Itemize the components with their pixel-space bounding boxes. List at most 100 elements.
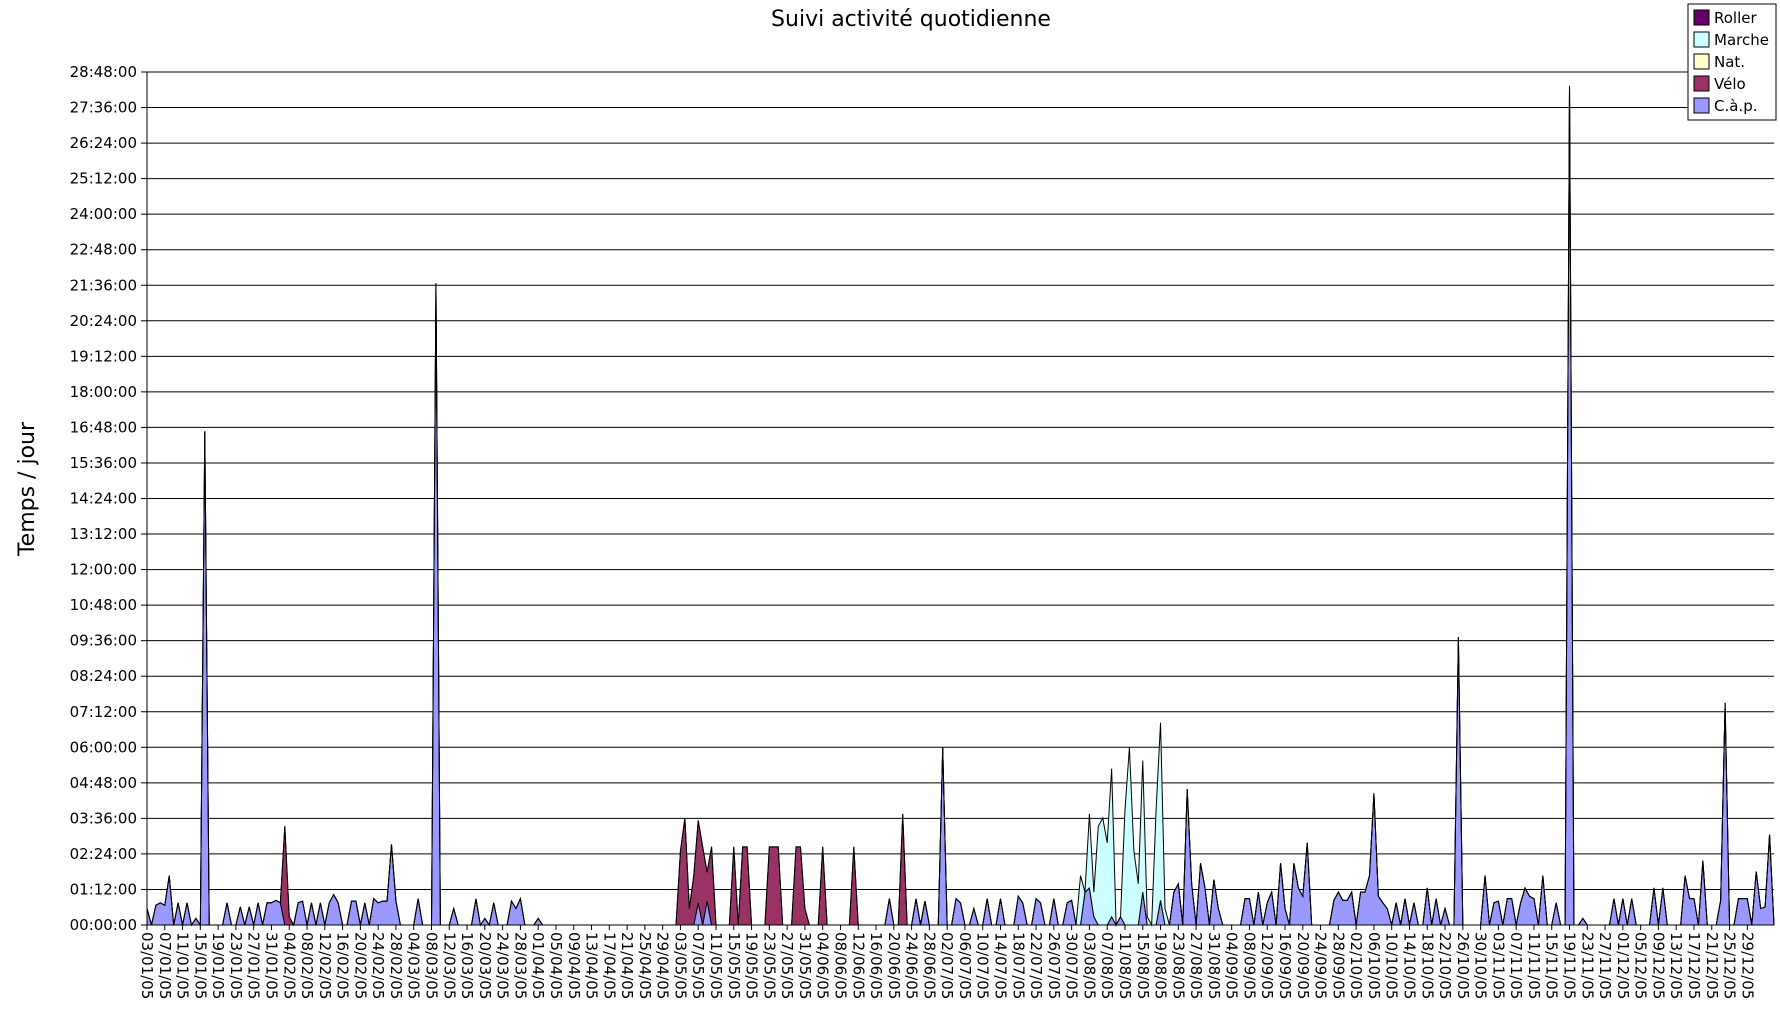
legend-label: Roller [1714,9,1757,27]
x-tick-label: 13/04/05 [583,932,601,999]
axes [146,72,1774,930]
x-tick-label: 18/10/05 [1418,932,1436,999]
x-tick-label: 12/03/05 [440,932,458,999]
y-tick-label: 08:24:00 [70,667,137,685]
x-tick-label: 24/09/05 [1312,932,1330,999]
x-tick-label: 07/05/05 [689,932,707,999]
y-tick-label: 06:00:00 [70,738,137,756]
x-tick-label: 31/05/05 [796,932,814,999]
x-tick-label: 24/06/05 [903,932,921,999]
x-tick-label: 19/05/05 [743,932,761,999]
x-tick-label: 27/11/05 [1596,932,1614,999]
x-tick-label: 10/07/05 [974,932,992,999]
x-tick-label: 31/08/05 [1205,932,1223,999]
legend-label: Marche [1714,31,1769,49]
x-tick-label: 05/04/05 [547,932,565,999]
x-tick-label: 30/10/05 [1472,932,1490,999]
x-tick-label: 16/09/05 [1276,932,1294,999]
x-tick-label: 15/01/05 [191,932,209,999]
y-tick-label: 28:48:00 [70,63,137,81]
x-tick-label: 28/06/05 [920,932,938,999]
x-tick-label: 09/04/05 [565,932,583,999]
x-tick-label: 26/10/05 [1454,932,1472,999]
y-tick-label: 18:00:00 [70,383,137,401]
x-tick-label: 07/01/05 [156,932,174,999]
x-tick-label: 16/03/05 [458,932,476,999]
y-tick-label: 15:36:00 [70,454,137,472]
x-tick-label: 20/02/05 [351,932,369,999]
x-tick-label: 29/04/05 [654,932,672,999]
y-tick-label: 04:48:00 [70,774,137,792]
y-tick-label: 01:12:00 [70,880,137,898]
legend-swatch [1693,9,1710,26]
x-tick-label: 01/12/05 [1614,932,1632,999]
x-tick-label: 16/06/05 [867,932,885,999]
x-tick-label: 04/09/05 [1223,932,1241,999]
x-tick-label: 30/07/05 [1063,932,1081,999]
y-tick-label: 14:24:00 [70,490,137,508]
x-tick-label: 11/08/05 [1116,932,1134,999]
x-tick-label: 07/08/05 [1098,932,1116,999]
x-tick-label: 11/05/05 [707,932,725,999]
x-tick-label: 15/08/05 [1134,932,1152,999]
x-tick-label: 04/02/05 [280,932,298,999]
x-tick-label: 03/08/05 [1080,932,1098,999]
legend-swatch [1693,31,1710,48]
x-tick-label: 19/08/05 [1152,932,1170,999]
y-tick-label: 12:00:00 [70,561,137,579]
x-tick-label: 04/06/05 [814,932,832,999]
series-areas [146,85,1775,927]
chart-title: Suivi activité quotidienne [771,7,1051,32]
legend: Roller Marche Nat. Vélo C.à.p. [1687,3,1777,121]
x-tick-label: 24/02/05 [369,932,387,999]
x-tick-label: 11/01/05 [174,932,192,999]
x-tick-label: 25/04/05 [636,932,654,999]
x-tick-label: 25/12/05 [1721,932,1739,999]
x-tick-label: 22/10/05 [1436,932,1454,999]
x-tick-label: 19/01/05 [209,932,227,999]
x-tick-label: 31/01/05 [262,932,280,999]
x-tick-label: 28/02/05 [387,932,405,999]
x-tick-labels: 03/01/05 07/01/05 11/01/05 15/01/05 19/01/05… [138,932,1756,999]
series-area-C.à.p. [146,85,1775,927]
x-tick-label: 12/02/05 [316,932,334,999]
series-area-Marche [146,85,1775,927]
legend-swatch [1693,97,1710,114]
x-tick-label: 15/05/05 [725,932,743,999]
legend-swatch [1693,53,1710,70]
x-tick-label: 06/07/05 [956,932,974,999]
x-tick-label: 23/08/05 [1169,932,1187,999]
y-tick-label: 22:48:00 [70,241,137,259]
x-tick-label: 15/11/05 [1543,932,1561,999]
x-tick-label: 09/12/05 [1649,932,1667,999]
x-tick-label: 08/02/05 [298,932,316,999]
y-tick-label: 25:12:00 [70,170,137,188]
y-tick-label: 03:36:00 [70,809,137,827]
y-tick-label: 09:36:00 [70,632,137,650]
x-tick-label: 27/05/05 [778,932,796,999]
x-tick-label: 20/03/05 [476,932,494,999]
x-tick-label: 08/03/05 [423,932,441,999]
x-tick-label: 21/04/05 [618,932,636,999]
y-tick-labels: 00:00:00 01:12:00 02:24:00 03:36:00 04:48:00… [70,63,137,934]
x-tick-label: 02/10/05 [1347,932,1365,999]
x-tick-label: 27/08/05 [1187,932,1205,999]
x-tick-label: 14/07/05 [992,932,1010,999]
y-tick-label: 10:48:00 [70,596,137,614]
x-tick-label: 21/12/05 [1703,932,1721,999]
x-tick-label: 20/09/05 [1294,932,1312,999]
y-tick-label: 26:24:00 [70,134,137,152]
x-tick-label: 27/01/05 [245,932,263,999]
x-tick-label: 23/11/05 [1578,932,1596,999]
y-tick-label: 21:36:00 [70,276,137,294]
x-tick-label: 19/11/05 [1561,932,1579,999]
x-tick-label: 04/03/05 [405,932,423,999]
x-tick-label: 17/04/05 [600,932,618,999]
x-tick-label: 22/07/05 [1027,932,1045,999]
x-tick-label: 07/11/05 [1507,932,1525,999]
y-tick-label: 27:36:00 [70,99,137,117]
x-tick-label: 10/10/05 [1383,932,1401,999]
legend-label: Vélo [1714,75,1746,93]
x-tick-label: 28/03/05 [511,932,529,999]
y-tick-label: 02:24:00 [70,845,137,863]
